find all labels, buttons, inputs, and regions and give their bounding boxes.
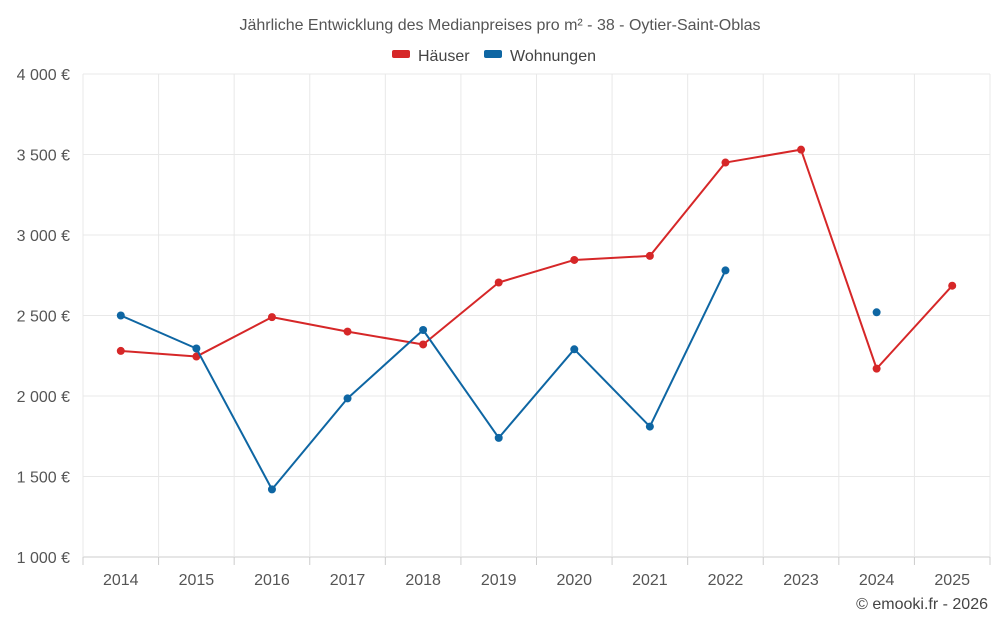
x-tick-label: 2025 (934, 572, 970, 589)
data-point[interactable] (494, 433, 503, 442)
data-point[interactable] (872, 308, 881, 317)
series-0 (116, 145, 957, 373)
y-tick-label: 3 500 € (17, 148, 70, 165)
y-tick-label: 3 000 € (17, 228, 70, 245)
series-1 (116, 266, 881, 494)
legend-item-wohnungen[interactable]: Wohnungen (484, 48, 596, 65)
x-tick-label: 2021 (632, 572, 668, 589)
data-point[interactable] (570, 255, 579, 264)
data-point[interactable] (267, 313, 276, 322)
data-point[interactable] (570, 345, 579, 354)
grid (82, 73, 991, 565)
x-tick-label: 2022 (708, 572, 744, 589)
x-tick-label: 2018 (405, 572, 441, 589)
data-point[interactable] (721, 266, 730, 275)
x-tick-label: 2023 (783, 572, 819, 589)
legend-swatch-wohnungen (484, 50, 502, 58)
series-line (120, 148, 953, 370)
legend-swatch-haeuser (392, 50, 410, 58)
y-axis-ticks: 1 000 € 1 500 € 2 000 € 2 500 € 3 000 € 3 500… (17, 67, 70, 567)
credit-text: © emooki.fr - 2026 (856, 596, 988, 613)
x-tick-label: 2015 (179, 572, 215, 589)
data-point[interactable] (645, 251, 654, 260)
data-point[interactable] (192, 344, 201, 353)
legend-item-haeuser[interactable]: Häuser (392, 48, 470, 65)
data-point[interactable] (419, 325, 428, 334)
legend-label-wohnungen: Wohnungen (510, 48, 596, 65)
series (116, 145, 957, 494)
data-point[interactable] (343, 327, 352, 336)
legend: Häuser Wohnungen (392, 48, 596, 65)
data-point[interactable] (419, 340, 428, 349)
data-point[interactable] (721, 158, 730, 167)
y-tick-label: 2 500 € (17, 309, 70, 326)
data-point[interactable] (192, 352, 201, 361)
x-tick-label: 2020 (556, 572, 592, 589)
data-point[interactable] (343, 394, 352, 403)
chart-title: Jährliche Entwicklung des Medianpreises … (239, 17, 760, 34)
data-point[interactable] (645, 422, 654, 431)
legend-label-haeuser: Häuser (418, 48, 470, 65)
y-tick-label: 1 000 € (17, 550, 70, 567)
y-tick-label: 2 000 € (17, 389, 70, 406)
x-axis-ticks: 2014 2015 2016 2017 2018 2019 2020 2021 2022 2023… (103, 572, 970, 589)
x-tick-label: 2017 (330, 572, 366, 589)
data-point[interactable] (872, 364, 881, 373)
y-tick-label: 1 500 € (17, 470, 70, 487)
x-tick-label: 2014 (103, 572, 139, 589)
data-point[interactable] (116, 311, 125, 320)
x-tick-label: 2019 (481, 572, 517, 589)
data-point[interactable] (116, 346, 125, 355)
y-tick-label: 4 000 € (17, 67, 70, 84)
x-tick-label: 2016 (254, 572, 290, 589)
data-point[interactable] (797, 145, 806, 154)
data-point[interactable] (494, 278, 503, 287)
x-tick-label: 2024 (859, 572, 895, 589)
data-point[interactable] (948, 281, 957, 290)
data-point[interactable] (267, 485, 276, 494)
